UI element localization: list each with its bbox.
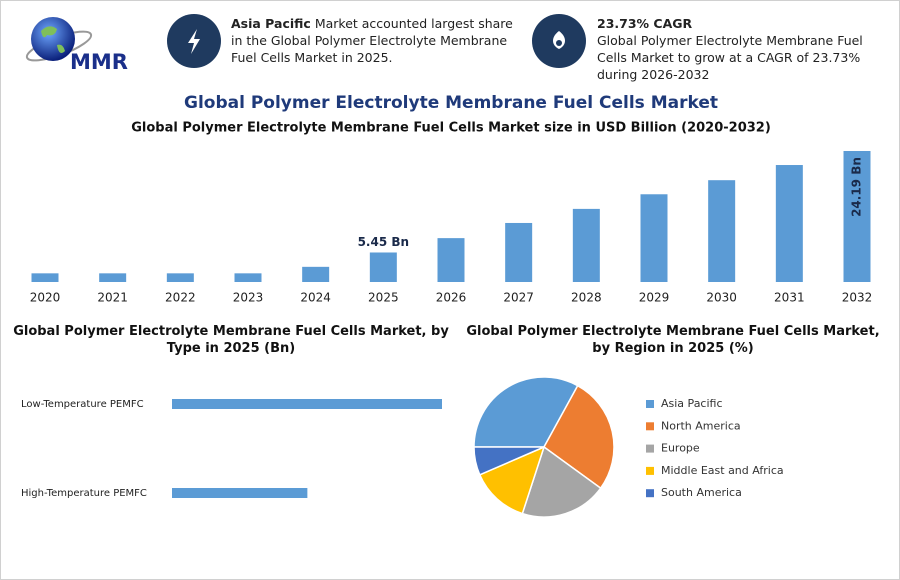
bar bbox=[640, 194, 668, 282]
legend-label: South America bbox=[661, 486, 742, 499]
bar bbox=[99, 273, 127, 282]
x-tick-label: 2020 bbox=[30, 291, 61, 305]
highlight-icon bbox=[167, 14, 221, 68]
x-tick-label: 2025 bbox=[368, 291, 399, 305]
page-title: Global Polymer Electrolyte Membrane Fuel… bbox=[184, 93, 718, 113]
x-tick-label: 2023 bbox=[233, 291, 264, 305]
pie-slice bbox=[521, 445, 602, 518]
x-tick-label: 2021 bbox=[97, 291, 128, 305]
bar bbox=[31, 273, 59, 282]
x-tick-label: 2031 bbox=[774, 291, 805, 305]
legend-swatch bbox=[646, 444, 654, 453]
highlight-text: Global Polymer Electrolyte Membrane Fuel… bbox=[597, 33, 863, 82]
x-tick-label: 2026 bbox=[436, 291, 467, 305]
bar bbox=[505, 222, 533, 282]
x-tick-label: 2029 bbox=[639, 291, 670, 305]
x-tick-label: 2024 bbox=[300, 291, 331, 305]
legend-label: Europe bbox=[661, 442, 700, 455]
highlight: Asia Pacific Market accounted largest sh… bbox=[231, 15, 526, 66]
logo: MMR bbox=[25, 17, 128, 74]
value-label: 24.19 Bn bbox=[850, 157, 864, 217]
legend-label: Asia Pacific bbox=[661, 397, 723, 410]
highlight: 23.73% CAGR Global Polymer Electrolyte Me… bbox=[597, 15, 867, 83]
y-tick-label: Low-Temperature PEMFC bbox=[21, 399, 144, 410]
bar bbox=[437, 238, 465, 282]
chart-title: Global Polymer Electrolyte Membrane Fuel… bbox=[466, 324, 880, 356]
pie-slice bbox=[478, 445, 546, 515]
x-tick-label: 2032 bbox=[842, 291, 873, 305]
highlight-bold: 23.73% CAGR bbox=[597, 16, 693, 31]
logo-text: MMR bbox=[70, 50, 128, 74]
highlight-text: Market accounted largest share in the Gl… bbox=[231, 16, 513, 65]
bar bbox=[775, 165, 803, 282]
bar bbox=[369, 252, 397, 282]
legend-swatch bbox=[646, 466, 654, 475]
legend-label: North America bbox=[661, 419, 741, 432]
bar bbox=[166, 273, 194, 282]
bar bbox=[172, 488, 308, 498]
bar bbox=[302, 266, 330, 282]
highlight-bold: Asia Pacific bbox=[231, 16, 311, 31]
y-tick-label: High-Temperature PEMFC bbox=[21, 488, 147, 499]
pie-slice bbox=[473, 446, 545, 476]
x-tick-label: 2028 bbox=[571, 291, 602, 305]
pie-slice bbox=[543, 384, 615, 490]
value-label: 5.45 Bn bbox=[358, 235, 409, 249]
legend-label: Middle East and Africa bbox=[661, 464, 784, 477]
bar bbox=[234, 273, 262, 282]
highlight-icon bbox=[532, 14, 586, 68]
bar bbox=[572, 208, 600, 282]
pie-slice bbox=[473, 376, 579, 448]
legend-swatch bbox=[646, 400, 654, 408]
legend-swatch bbox=[646, 489, 654, 498]
bar bbox=[843, 151, 871, 282]
bar bbox=[172, 399, 442, 409]
x-tick-label: 2030 bbox=[706, 291, 737, 305]
x-tick-label: 2022 bbox=[165, 291, 196, 305]
chart-title: Global Polymer Electrolyte Membrane Fuel… bbox=[131, 121, 771, 136]
legend-swatch bbox=[646, 422, 654, 431]
bar bbox=[708, 180, 736, 282]
chart-title: Global Polymer Electrolyte Membrane Fuel… bbox=[13, 324, 449, 356]
x-tick-label: 2027 bbox=[503, 291, 534, 305]
